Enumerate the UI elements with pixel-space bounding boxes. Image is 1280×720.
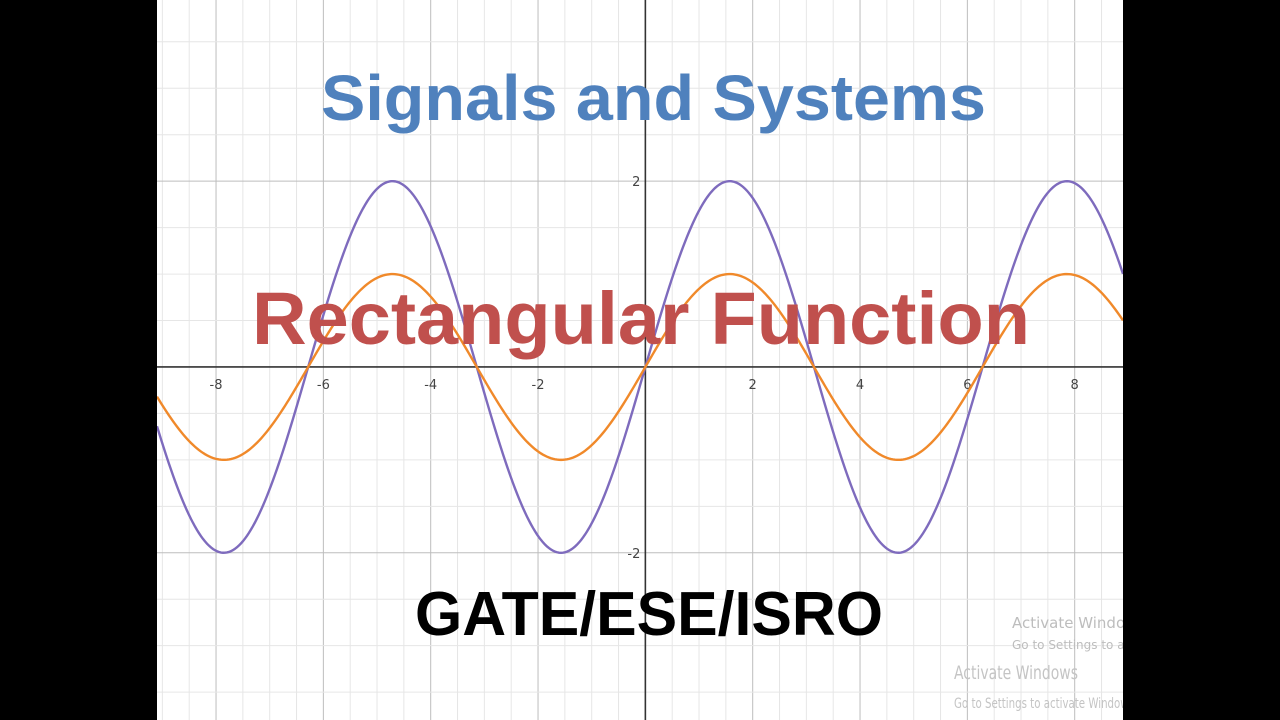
- subtitle-text: Rectangular Function: [252, 277, 1030, 360]
- watermark-settings-2: Go to Settings to activate Windows: [954, 696, 1123, 712]
- x-tick-label: 4: [856, 378, 864, 393]
- x-tick-label: -2: [532, 378, 545, 393]
- axes: [157, 0, 1123, 720]
- right-letterbox: [1123, 0, 1280, 720]
- x-tick-label: 2: [749, 378, 757, 393]
- watermark-settings-1: Go to Settings to activate Windows: [1012, 638, 1123, 652]
- graph-area: -8 -6 -4 -2 2 4 6 8 2 -2 Signals and Systems Rect…: [157, 0, 1123, 720]
- y-tick-label: -2: [627, 547, 640, 562]
- x-tick-label: -6: [317, 378, 330, 393]
- x-tick-label: 6: [963, 378, 971, 393]
- watermark-activate-1: Activate Windows: [1012, 614, 1123, 632]
- watermark-activate-2: Activate Windows: [954, 662, 1078, 684]
- x-tick-label: -8: [210, 378, 223, 393]
- series-line: [157, 272, 1123, 462]
- grid: [157, 0, 1123, 720]
- title-text: Signals and Systems: [321, 62, 986, 134]
- footer-text: GATE/ESE/ISRO: [415, 580, 883, 649]
- x-tick-label: -4: [424, 378, 437, 393]
- sine-chart: -8 -6 -4 -2 2 4 6 8 2 -2: [157, 0, 1123, 720]
- y-tick-label: 2: [632, 175, 640, 190]
- x-tick-label: 8: [1071, 378, 1079, 393]
- curves: [157, 179, 1123, 554]
- overlay-text: Signals and Systems Rectangular Function…: [252, 62, 1123, 712]
- series-line: [157, 179, 1123, 554]
- tick-labels: -8 -6 -4 -2 2 4 6 8 2 -2: [210, 175, 1079, 562]
- left-letterbox: [0, 0, 157, 720]
